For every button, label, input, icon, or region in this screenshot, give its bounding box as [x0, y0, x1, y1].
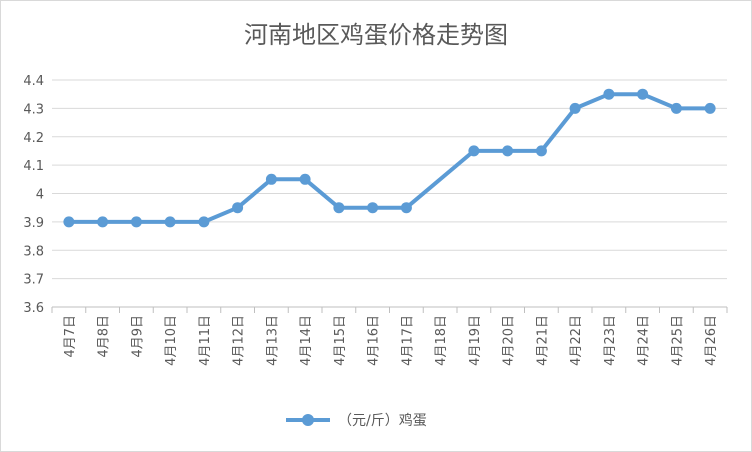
- legend: （元/斤）鸡蛋: [286, 412, 427, 429]
- x-tick-label: 4月20日: [502, 315, 517, 366]
- chart-title: 河南地区鸡蛋价格走势图: [244, 21, 508, 49]
- data-point: [704, 102, 716, 114]
- x-tick-label: 4月23日: [603, 315, 618, 366]
- y-tick-label: 3.7: [23, 273, 44, 288]
- data-point: [400, 202, 412, 214]
- x-tick-label: 4月7日: [63, 315, 78, 358]
- data-point: [333, 202, 345, 214]
- x-tick-label: 4月17日: [400, 315, 415, 366]
- x-tick-label: 4月14日: [299, 315, 314, 366]
- data-point: [232, 202, 244, 214]
- legend-marker-swatch: [302, 414, 314, 426]
- y-tick-label: 4: [36, 188, 44, 203]
- x-tick-label: 4月13日: [265, 315, 280, 366]
- x-tick-label: 4月18日: [434, 315, 449, 366]
- x-tick-label: 4月8日: [97, 315, 112, 358]
- grid-lines: [52, 79, 727, 308]
- x-tick-label: 4月12日: [232, 315, 247, 366]
- series-eggs: [63, 88, 716, 228]
- x-tick-label: 4月25日: [670, 315, 685, 366]
- data-point: [502, 145, 514, 157]
- x-tick-label: 4月16日: [367, 315, 382, 366]
- x-tick-label: 4月11日: [198, 315, 213, 366]
- data-point: [670, 102, 682, 114]
- y-tick-label: 3.6: [23, 301, 44, 316]
- data-point: [198, 216, 210, 228]
- data-point: [265, 173, 277, 185]
- y-tick-label: 4.3: [23, 102, 44, 117]
- data-point: [63, 216, 75, 228]
- y-tick-label: 4.1: [23, 159, 44, 174]
- legend-label: （元/斤）鸡蛋: [338, 412, 427, 429]
- data-point: [468, 145, 480, 157]
- x-tick-label: 4月26日: [704, 315, 719, 366]
- x-tick-label: 4月21日: [535, 315, 550, 366]
- y-tick-label: 4.2: [23, 131, 44, 146]
- data-point: [164, 216, 176, 228]
- y-tick-label: 3.8: [23, 244, 44, 259]
- data-point: [569, 102, 581, 114]
- data-point: [637, 88, 649, 100]
- data-point: [603, 88, 615, 100]
- x-tick-label: 4月19日: [468, 315, 483, 366]
- x-tick-label: 4月24日: [637, 315, 652, 366]
- series-line: [66, 92, 713, 224]
- data-point: [535, 145, 547, 157]
- x-axis: 4月7日 4月8日 4月9日 4月10日 4月11日 4月12日 4月13日 4月14日 4月1…: [51, 307, 728, 366]
- y-tick-label: 4.4: [23, 74, 44, 89]
- y-tick-label: 3.9: [23, 216, 44, 231]
- data-point: [97, 216, 109, 228]
- data-point: [299, 173, 311, 185]
- data-point: [130, 216, 142, 228]
- x-tick-label: 4月15日: [333, 315, 348, 366]
- y-axis: 3.6 3.7 3.8 3.9 4 4.1 4.2 4.3 4.4: [23, 74, 44, 316]
- data-point: [367, 202, 379, 214]
- x-tick-label: 4月9日: [130, 315, 145, 358]
- x-tick-label: 4月10日: [164, 315, 179, 366]
- x-tick-label: 4月22日: [569, 315, 584, 366]
